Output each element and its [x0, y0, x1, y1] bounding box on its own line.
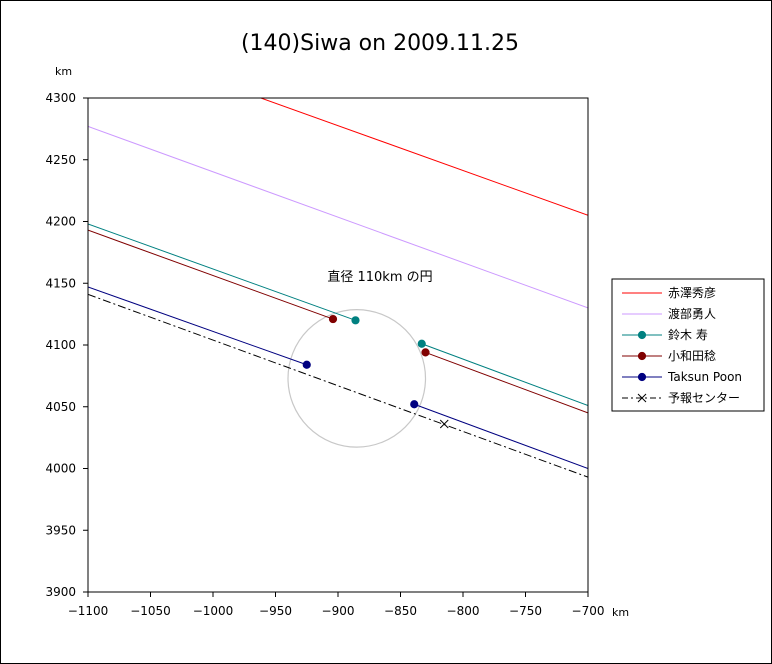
- legend-entry: Taksun Poon: [622, 370, 742, 384]
- legend-entry: 赤澤秀彦: [622, 285, 716, 300]
- legend-label: 鈴木 寿: [668, 327, 708, 342]
- legend-label: Taksun Poon: [667, 370, 742, 384]
- legend-marker: [637, 351, 647, 361]
- series-2-point-0-1: [351, 316, 360, 325]
- series-5-point-0: [439, 419, 449, 429]
- x-tick-label: −1000: [193, 604, 234, 618]
- series-4-segment-0: [88, 286, 307, 366]
- circle-annotation: 直径 110km の円: [327, 270, 432, 285]
- legend-marker: [637, 393, 647, 403]
- y-tick-label: 4000: [45, 462, 76, 476]
- series-5-segment-0: [88, 293, 588, 478]
- series-4-segment-1: [414, 403, 588, 469]
- legend-box: [611, 278, 765, 412]
- series-2-point-1-0: [417, 339, 426, 348]
- y-tick-label: 4250: [45, 153, 76, 167]
- y-tick-label: 4100: [45, 338, 76, 352]
- x-tick-label: −950: [259, 604, 292, 618]
- series-4-point-1-0: [410, 400, 419, 409]
- series-1-segment-0: [88, 125, 588, 309]
- y-tick-label: 4200: [45, 215, 76, 229]
- x-tick-label: −1050: [130, 604, 171, 618]
- plot-area: [88, 98, 588, 478]
- legend-entry: 小和田稔: [622, 349, 716, 363]
- chart-title: (140)Siwa on 2009.11.25: [241, 31, 519, 56]
- plot-border: [87, 97, 589, 593]
- plot-clip-group: [88, 98, 588, 478]
- x-tick-label: −750: [509, 604, 542, 618]
- series-3-point-1-0: [421, 348, 430, 357]
- x-tick-label: −800: [447, 604, 480, 618]
- series-2-segment-0: [88, 223, 356, 321]
- legend-entry: 予報センター: [622, 391, 740, 405]
- y-tick-label: 4300: [45, 91, 76, 105]
- y-tick-label: 3950: [45, 523, 76, 537]
- x-tick-label: −850: [384, 604, 417, 618]
- series-3-point-0-1: [328, 314, 338, 324]
- legend-entry: 渡部勇人: [622, 306, 716, 321]
- axes: −1100 −1050 −1000 −950 −900 −850 −800 −750 −700 3…: [45, 91, 604, 618]
- series-0-segment-0: [259, 98, 588, 216]
- legend-label: 予報センター: [668, 391, 740, 405]
- y-tick-label: 4150: [45, 276, 76, 290]
- legend-marker: [637, 330, 647, 340]
- legend-label: 赤澤秀彦: [668, 285, 716, 300]
- y-axis-unit: km: [55, 65, 72, 78]
- series-3-segment-1: [425, 351, 588, 414]
- y-tick-label: 4050: [45, 400, 76, 414]
- x-tick-label: −900: [322, 604, 355, 618]
- series-3-segment-0: [88, 229, 334, 320]
- legend-label: 小和田稔: [668, 349, 716, 363]
- y-tick-label: 3900: [45, 585, 76, 599]
- x-tick-label: −1100: [68, 604, 109, 618]
- legend-entry: 鈴木 寿: [622, 327, 708, 342]
- diameter-circle: [287, 308, 427, 448]
- series-2-segment-1: [421, 343, 588, 406]
- x-axis-unit: km: [612, 606, 629, 619]
- legend-marker: [637, 372, 647, 382]
- x-tick-label: −700: [572, 604, 605, 618]
- legend-label: 渡部勇人: [668, 306, 716, 321]
- series-4-point-0-1: [302, 360, 311, 369]
